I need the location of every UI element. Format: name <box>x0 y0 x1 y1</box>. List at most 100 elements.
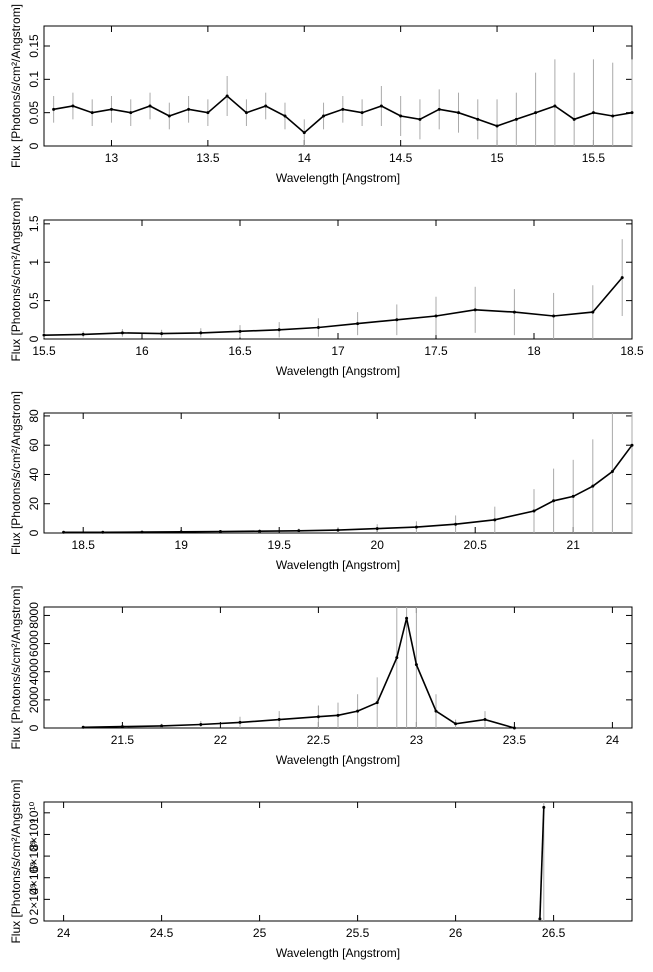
data-point <box>375 527 379 531</box>
x-tick-label: 22 <box>214 733 228 747</box>
data-point <box>167 114 171 118</box>
data-point <box>395 318 399 322</box>
x-tick-label: 16.5 <box>228 344 252 358</box>
data-point <box>434 314 438 318</box>
x-tick-label: 20 <box>371 538 385 552</box>
y-tick-label: 1 <box>27 259 41 266</box>
y-tick-label: 40 <box>27 467 41 481</box>
x-tick-label: 21.5 <box>111 733 135 747</box>
data-point <box>62 530 66 534</box>
data-point <box>322 114 326 118</box>
flux-series-1 <box>43 277 623 336</box>
data-point <box>630 111 634 115</box>
x-tick-label: 20.5 <box>464 538 488 552</box>
y-tick-label: 0.05 <box>27 101 41 125</box>
data-point <box>591 111 595 115</box>
data-point <box>514 117 518 121</box>
y-tick-label: 20 <box>27 497 41 511</box>
y-axis-label: Flux [Photons/s/cm²/Angstrom] <box>9 197 23 361</box>
data-point <box>414 663 418 667</box>
x-tick-label: 23.5 <box>503 733 527 747</box>
x-tick-label: 17.5 <box>424 344 448 358</box>
y-axis-label: Flux [Photons/s/cm²/Angstrom] <box>9 4 23 168</box>
data-point <box>591 484 595 488</box>
data-point <box>414 525 418 529</box>
data-point <box>336 528 340 532</box>
data-point <box>454 722 458 726</box>
y-tick-label: 0.15 <box>27 34 41 58</box>
data-point <box>341 107 345 111</box>
data-point <box>610 470 614 474</box>
x-tick-label: 14.5 <box>389 151 413 165</box>
data-point <box>160 332 164 336</box>
y-tick-label: 8000 <box>27 602 41 629</box>
data-point <box>101 530 105 534</box>
x-tick-label: 15.5 <box>32 344 56 358</box>
data-point <box>611 114 615 118</box>
chart-panel-3: 18.5 19 19.5 20 20.5 21 0 20 40 60 80 Wavelength [A… <box>9 391 634 572</box>
data-point <box>538 917 542 921</box>
y-tick-label: 0 <box>27 529 41 536</box>
data-point <box>316 325 320 329</box>
data-point <box>71 104 75 108</box>
x-tick-label: 18.5 <box>620 344 644 358</box>
plot-frame <box>43 219 633 340</box>
data-point <box>552 314 556 318</box>
data-point <box>356 709 360 713</box>
data-point <box>90 111 94 115</box>
data-point <box>356 322 360 326</box>
data-point <box>148 104 152 108</box>
data-point <box>336 713 340 717</box>
data-point <box>120 331 124 335</box>
y-tick-label: 80 <box>27 409 41 423</box>
data-point <box>160 724 164 728</box>
y-tick-label: 6000 <box>27 630 41 657</box>
data-point <box>630 443 634 447</box>
y-axis-label: Flux [Photons/s/cm²/Angstrom] <box>9 391 23 555</box>
flux-series-1 <box>83 618 515 729</box>
x-axis-label: Wavelength [Angstrom] <box>276 753 400 767</box>
data-point <box>360 111 364 115</box>
data-point <box>81 332 85 336</box>
data-point <box>258 529 262 533</box>
data-point <box>572 117 576 121</box>
x-tick-label: 23 <box>410 733 424 747</box>
data-point <box>437 107 441 111</box>
data-point <box>316 715 320 719</box>
data-point <box>395 656 399 660</box>
x-axis-label: Wavelength [Angstrom] <box>276 364 400 378</box>
data-point <box>493 518 497 522</box>
data-point <box>620 276 624 280</box>
data-point <box>553 104 557 108</box>
x-tick-label: 22.5 <box>307 733 331 747</box>
data-point <box>456 111 460 115</box>
x-tick-label: 13 <box>105 151 119 165</box>
x-tick-label: 26 <box>449 926 463 940</box>
plot-frame <box>43 412 633 534</box>
data-point <box>179 530 183 534</box>
x-tick-label: 14 <box>298 151 312 165</box>
data-point <box>187 107 191 111</box>
data-point <box>571 494 575 498</box>
y-tick-label: 60 <box>27 438 41 452</box>
data-point <box>473 308 477 312</box>
x-tick-label: 25 <box>253 926 267 940</box>
x-tick-label: 25.5 <box>346 926 370 940</box>
plot-frame <box>43 801 633 922</box>
x-tick-label: 19.5 <box>268 538 292 552</box>
flux-series-1 <box>63 444 633 534</box>
x-tick-label: 13.5 <box>196 151 220 165</box>
flux-series-1 <box>539 807 545 919</box>
x-axis-label: Wavelength [Angstrom] <box>276 946 400 960</box>
x-tick-label: 17 <box>331 344 345 358</box>
y-tick-label: 2×10⁹ <box>27 883 41 915</box>
y-tick-label: 0.5 <box>27 292 41 309</box>
chart-panel-2: 15.5 16 16.5 17 17.5 18 18.5 0 0.5 1 1.5 Wavelength… <box>9 197 644 378</box>
data-point <box>199 722 203 726</box>
data-point <box>476 117 480 121</box>
data-point <box>244 111 248 115</box>
data-point <box>42 333 46 337</box>
data-point <box>532 509 536 513</box>
